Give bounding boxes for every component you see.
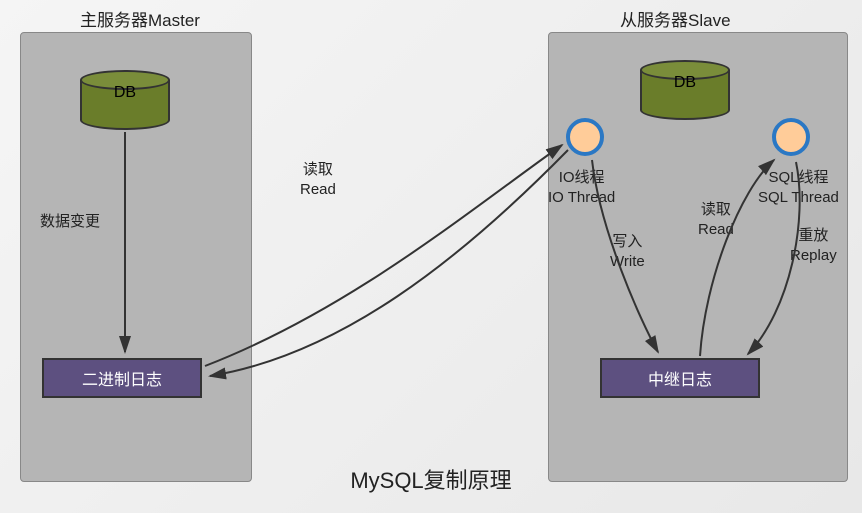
master-db: DB bbox=[80, 70, 170, 130]
io-thread-label: IO线程IO Thread bbox=[548, 168, 615, 207]
sql-thread-node bbox=[772, 118, 810, 156]
master-title: 主服务器Master bbox=[80, 6, 200, 31]
read2-label: 读取Read bbox=[698, 200, 734, 239]
arrow-binlog-to-io bbox=[205, 145, 562, 366]
master-db-label: DB bbox=[80, 84, 170, 102]
diagram-title: MySQL复制原理 bbox=[0, 463, 862, 495]
slave-db-label: DB bbox=[640, 74, 730, 92]
relay-log-box: 中继日志 bbox=[600, 358, 760, 398]
slave-title: 从服务器Slave bbox=[620, 6, 731, 31]
arrow-io-read-binlog bbox=[210, 150, 568, 376]
binary-log-box: 二进制日志 bbox=[42, 358, 202, 398]
sql-thread-label: SQL线程SQL Thread bbox=[758, 168, 839, 207]
io-thread-node bbox=[566, 118, 604, 156]
read1-label: 读取Read bbox=[300, 160, 336, 199]
data-change-label: 数据变更 bbox=[40, 212, 100, 232]
write-label: 写入Write bbox=[610, 232, 645, 271]
slave-db: DB bbox=[640, 60, 730, 120]
replay-label: 重放Replay bbox=[790, 226, 837, 265]
